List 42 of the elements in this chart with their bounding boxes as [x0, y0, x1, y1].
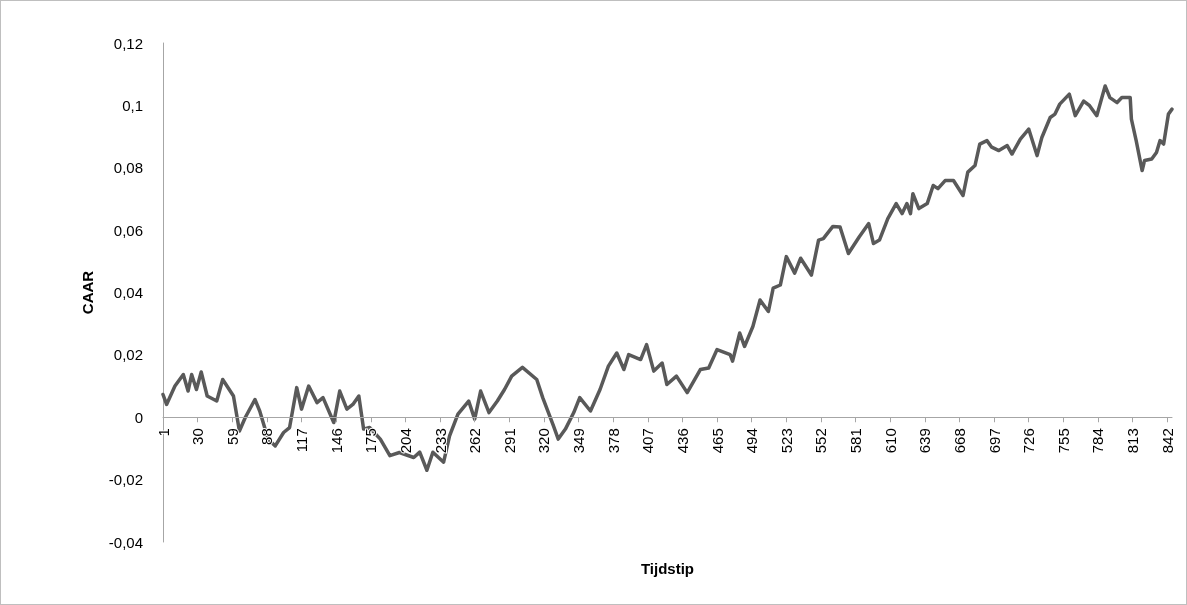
y-tick-label: 0,02	[113, 346, 143, 364]
y-tick-label: 0,04	[113, 284, 143, 301]
y-tick-label: 0,06	[113, 221, 143, 239]
x-tick-label: 320	[535, 428, 553, 454]
x-tick-label: 639	[916, 428, 934, 454]
y-tick-label: -0,02	[108, 471, 143, 489]
x-tick-label: 784	[1089, 428, 1107, 454]
x-tick-label: 117	[293, 428, 311, 453]
x-tick-label: 465	[708, 428, 726, 454]
x-tick-label: 407	[639, 428, 657, 454]
x-tick-label: 755	[1054, 428, 1072, 454]
y-tick-label: 0,08	[113, 159, 143, 177]
x-tick-label: 552	[812, 428, 830, 454]
line-series	[161, 84, 1174, 473]
x-tick-label: 436	[673, 428, 691, 454]
x-tick-label: 697	[985, 428, 1003, 454]
x-tick-label: 523	[777, 428, 795, 454]
x-tick-label: 88	[258, 428, 276, 445]
x-tick-label: 813	[1124, 428, 1142, 454]
x-tick-label: 1	[154, 428, 172, 437]
x-tick-label: 291	[500, 428, 518, 454]
y-tick-label: 0,1	[122, 96, 143, 114]
x-tick-label: 610	[881, 428, 899, 454]
x-tick-label: 233	[431, 428, 449, 454]
y-axis-title: CAAR	[79, 270, 96, 315]
x-tick-label: 581	[847, 428, 865, 454]
x-tick-label: 349	[570, 428, 588, 454]
x-axis-title: Tijdstip	[640, 560, 695, 577]
x-tick-label: 262	[466, 428, 484, 454]
y-tick-label: -0,04	[108, 533, 143, 551]
x-tick-label: 30	[189, 428, 207, 445]
x-tick-label: 175	[362, 428, 380, 454]
y-tick-label: 0	[134, 408, 143, 426]
x-tick-label: 494	[743, 428, 761, 454]
x-tick-label: 726	[1020, 428, 1038, 454]
x-tick-label: 204	[396, 428, 414, 454]
x-tick-label: 842	[1158, 428, 1176, 454]
x-tick-label: 146	[327, 428, 345, 454]
x-tick-label: 668	[950, 428, 968, 454]
x-tick-label: 59	[223, 428, 241, 445]
y-tick-label: 0,12	[113, 34, 143, 52]
x-tick-label: 378	[604, 428, 622, 454]
